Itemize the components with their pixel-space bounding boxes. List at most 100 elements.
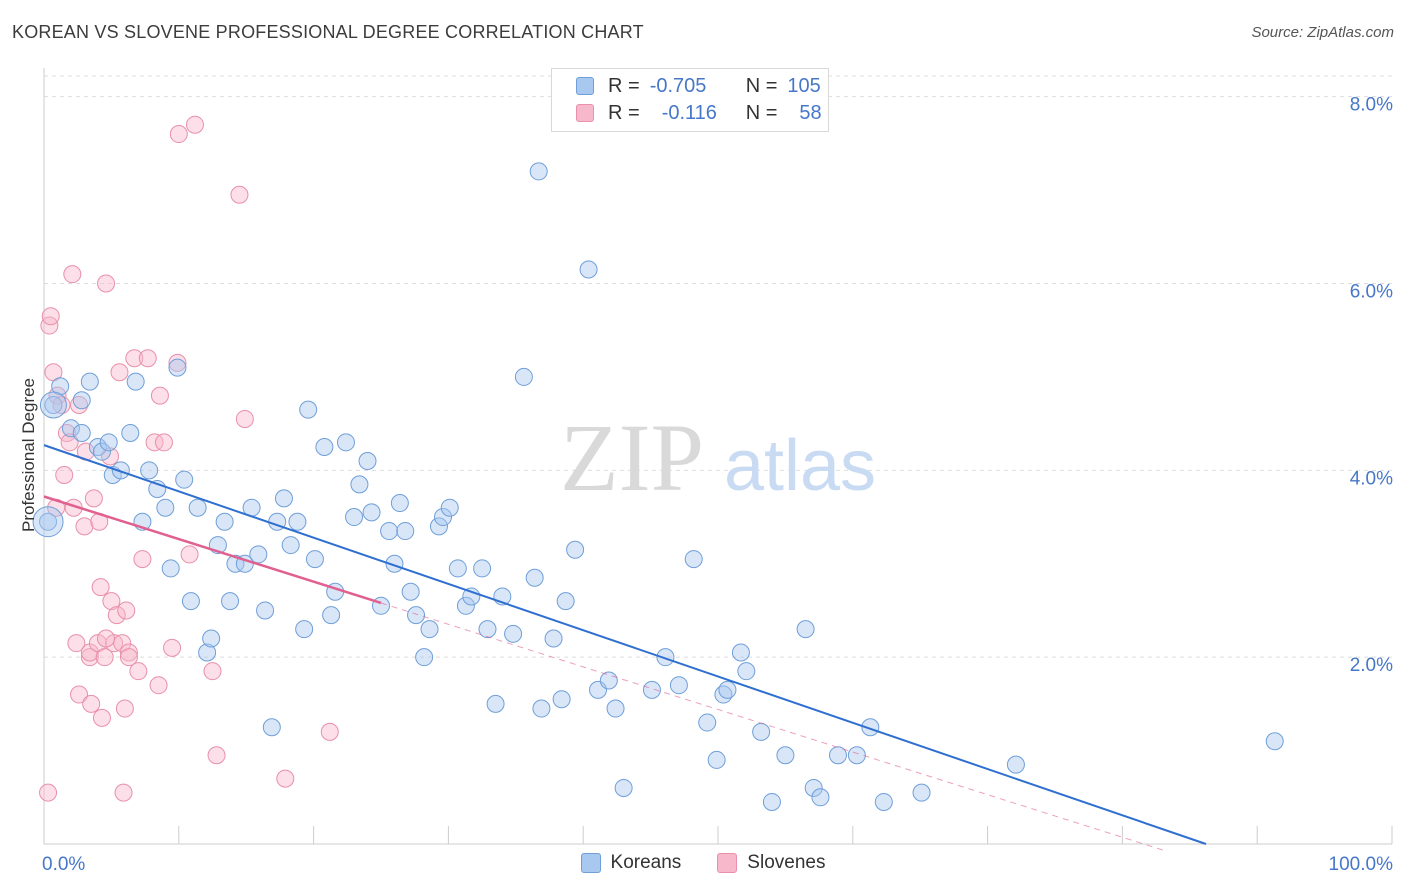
koreans-point — [698, 713, 717, 732]
koreans-point — [752, 722, 771, 741]
slovenes-point — [203, 662, 222, 681]
koreans-point — [168, 358, 187, 377]
legend-item-slovenes: Slovenes — [717, 852, 825, 874]
slovenes-point — [163, 638, 182, 657]
koreans-point — [669, 676, 688, 695]
n-value: 58 — [799, 101, 822, 124]
slovenes-point — [119, 648, 138, 667]
koreans-point — [532, 699, 551, 718]
koreans-point — [396, 522, 415, 541]
slovenes-point — [60, 433, 79, 452]
koreans-point — [221, 592, 240, 611]
koreans-point — [456, 596, 475, 615]
koreans-point — [656, 648, 675, 667]
tick-labels: 2.0% 4.0% 6.0% 8.0% 0.0% 100.0% — [42, 95, 1393, 875]
koreans-point — [288, 512, 307, 531]
koreans-point — [350, 475, 369, 494]
koreans-point — [202, 629, 221, 648]
slovenes-point — [39, 783, 58, 802]
koreans-point — [274, 489, 293, 508]
koreans-point — [39, 512, 58, 531]
koreans-point — [51, 377, 70, 396]
koreans-point — [92, 442, 111, 461]
koreans-point — [198, 643, 217, 662]
koreans-point — [161, 559, 180, 578]
koreans-point — [126, 372, 145, 391]
koreans-point — [188, 498, 207, 517]
watermark-zip: ZIP — [560, 404, 704, 511]
koreans-point — [731, 643, 750, 662]
slovenes-point — [67, 634, 86, 653]
koreans-point — [336, 433, 355, 452]
slovenes-point — [70, 395, 89, 414]
koreans-point-large — [39, 391, 67, 419]
slovenes-point — [41, 307, 60, 326]
slovenes-point — [149, 676, 168, 695]
koreans-point — [762, 792, 781, 811]
slovenes-point — [125, 349, 144, 368]
slovenes-point — [117, 601, 136, 620]
koreans-point — [420, 620, 439, 639]
koreans-point-large — [32, 506, 64, 538]
koreans-point — [140, 461, 159, 480]
koreans-point — [440, 498, 459, 517]
koreans-point — [525, 568, 544, 587]
stats-row-slovenes: R = -0.116 N = 58 — [576, 100, 822, 126]
slovenes-swatch — [576, 104, 594, 122]
slovenes-point — [84, 489, 103, 508]
koreans-point — [448, 559, 467, 578]
koreans-legend-swatch — [580, 853, 601, 873]
koreans-swatch — [576, 77, 594, 95]
stats-legend: R = -0.705 N = 105 R = -0.116 N = 58 — [551, 68, 829, 132]
koreans-point — [322, 606, 341, 625]
slovenes-point — [80, 648, 99, 667]
slovenes-point — [97, 629, 116, 648]
slovenes-legend-swatch — [717, 853, 738, 873]
koreans-point — [256, 601, 275, 620]
koreans-point — [504, 624, 523, 643]
koreans-point — [462, 587, 481, 606]
watermark-atlas: atlas — [724, 426, 876, 506]
slovenes-point — [138, 349, 157, 368]
y-tick-label: 8.0% — [1350, 95, 1393, 116]
koreans-point — [606, 699, 625, 718]
koreans-point — [299, 400, 318, 419]
koreans-point — [579, 260, 598, 279]
koreans-point — [804, 778, 823, 797]
koreans-point — [385, 554, 404, 573]
x-tick-label: 0.0% — [42, 854, 85, 875]
koreans-point — [121, 423, 140, 442]
koreans-point — [362, 503, 381, 522]
koreans-point — [614, 778, 633, 797]
koreans-point — [175, 470, 194, 489]
slovenes-point — [145, 433, 164, 452]
koreans-point — [874, 792, 893, 811]
slovenes-point — [154, 433, 173, 452]
koreans-point — [529, 162, 548, 181]
slovenes-trend-extension — [380, 602, 1163, 851]
slovenes-point — [40, 316, 59, 335]
koreans-point — [776, 746, 795, 765]
n-label: N = — [745, 74, 778, 97]
koreans-point — [295, 620, 314, 639]
slovenes-point — [129, 662, 148, 681]
y-tick-label: 6.0% — [1350, 282, 1393, 303]
slovenes-point — [110, 363, 129, 382]
koreans-point — [684, 550, 703, 569]
y-axis-label: Professional Degree — [19, 378, 38, 532]
koreans-point — [552, 690, 571, 709]
slovenes-point — [102, 592, 121, 611]
slovenes-point — [150, 386, 169, 405]
slovenes-point — [276, 769, 295, 788]
koreans-point — [478, 620, 497, 639]
chart-title: KOREAN VS SLOVENE PROFESSIONAL DEGREE CO… — [12, 22, 644, 42]
n-label: N = — [745, 101, 778, 124]
slovenes-point — [75, 517, 94, 536]
koreans-point — [1265, 732, 1284, 751]
koreans-point — [345, 508, 364, 527]
slovenes-point — [63, 265, 82, 284]
r-label: R = — [608, 74, 640, 97]
koreans-point — [401, 582, 420, 601]
slovenes-point — [168, 353, 187, 372]
